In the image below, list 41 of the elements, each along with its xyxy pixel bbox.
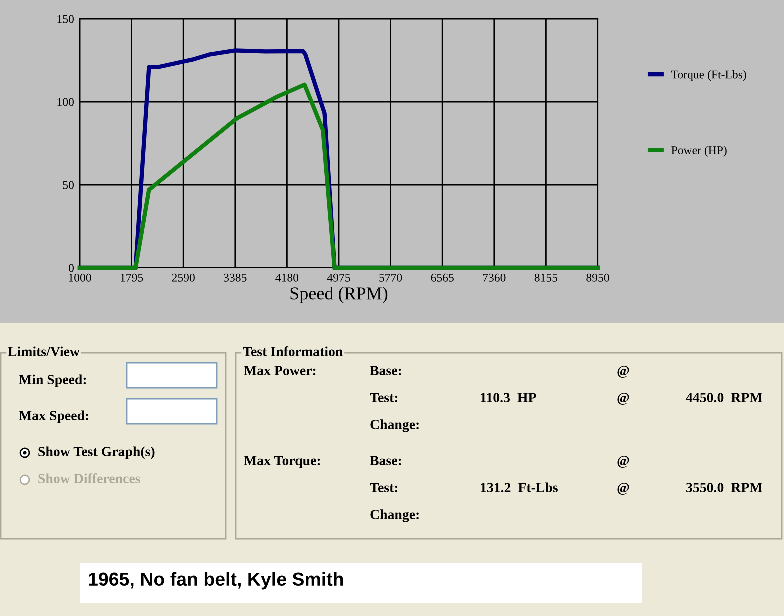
- x-tick-label: 1000: [69, 274, 92, 282]
- x-tick-label: 6565: [431, 274, 454, 282]
- legend-label: Torque (Ft-Lbs): [672, 70, 746, 82]
- text: Test:: [370, 393, 398, 403]
- text: Test Information: [243, 346, 343, 356]
- text: Show Differences: [38, 474, 140, 484]
- text: Max Speed:: [19, 410, 88, 424]
- text: 1965, No fan belt, Kyle Smith: [89, 572, 344, 590]
- text: Max Torque:: [244, 456, 320, 468]
- text: Min Speed:: [19, 374, 86, 388]
- text: @: [618, 366, 630, 378]
- text: @: [618, 456, 630, 468]
- text: Test:: [370, 483, 398, 493]
- x-tick-label: 8950: [586, 274, 610, 282]
- y-tick-label: 0: [68, 264, 74, 272]
- text: 3550.0 RPM: [686, 483, 762, 493]
- x-tick-label: 4975: [327, 274, 350, 282]
- text: Limits/View: [8, 346, 80, 357]
- text: Max Power:: [244, 366, 316, 376]
- x-tick-label: 5770: [380, 274, 402, 282]
- y-tick-label: 150: [58, 15, 74, 24]
- text: 110.3 HP: [481, 393, 536, 403]
- x-tick-label: 2590: [172, 274, 195, 282]
- text: Base:: [370, 366, 402, 376]
- text: Show Test Graph(s): [38, 446, 155, 460]
- x-tick-label: 3385: [224, 274, 247, 282]
- text: @: [618, 393, 630, 405]
- x-tick-label: 4180: [276, 274, 299, 282]
- text: 131.2 Ft-Lbs: [481, 482, 558, 493]
- x-tick-label: 1795: [121, 274, 144, 282]
- legend-label: Power (HP): [672, 146, 727, 157]
- x-tick-label: 8155: [534, 274, 558, 282]
- text: Change:: [370, 510, 419, 522]
- x-tick-label: 7360: [483, 274, 506, 282]
- x-axis-title: Speed (RPM): [290, 287, 388, 304]
- text: Base:: [370, 456, 402, 466]
- text: Change:: [370, 420, 419, 432]
- y-tick-label: 100: [58, 98, 74, 106]
- text: @: [618, 483, 630, 495]
- text: 4450.0 RPM: [686, 393, 762, 403]
- y-tick-label: 50: [63, 181, 74, 190]
